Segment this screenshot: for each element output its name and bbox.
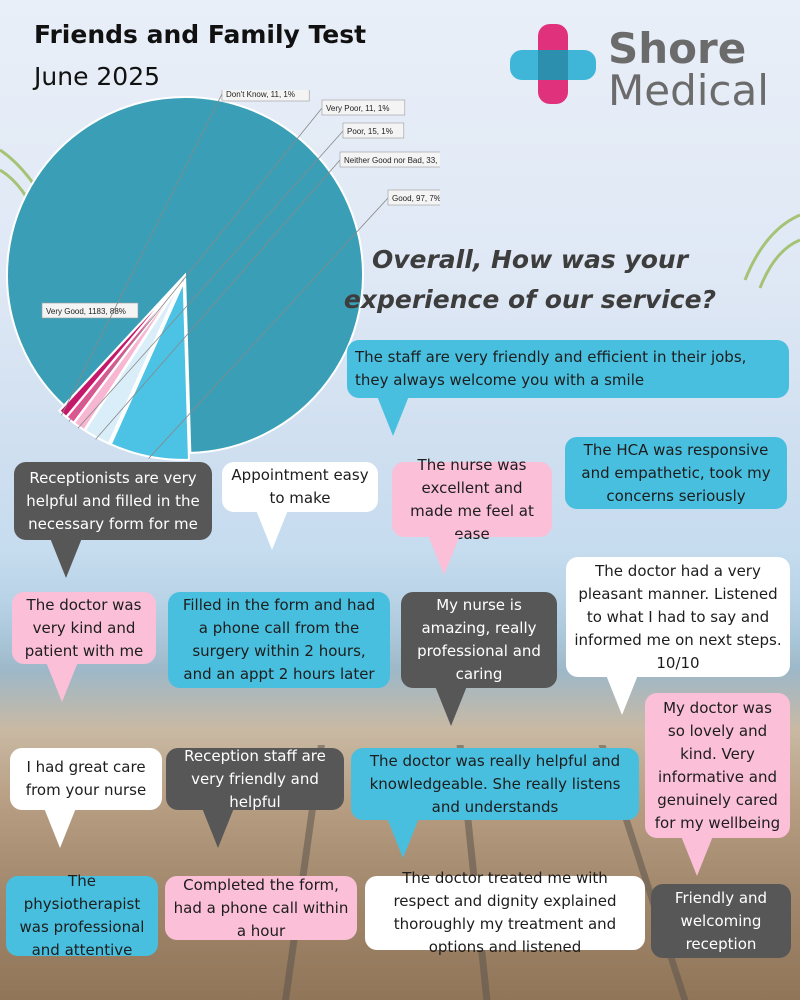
comment-bubble: Reception staff are very friendly and he… [166,747,344,848]
comment-text: Completed the form, had a phone call wit… [173,875,349,940]
comment-text: The nurse was excellent and made me feel… [410,455,534,543]
leader-line [61,93,223,416]
comment-bubble: The physiotherapist was professional and… [6,872,158,959]
comment-bubble: The doctor had a very pleasant manner. L… [566,557,790,715]
leader-line [95,159,341,440]
pie-data-label: Poor, 15, 1% [342,122,405,139]
pie-slice [6,96,364,454]
pie-data-label: Very Poor, 11, 1% [321,99,406,116]
comment-bubble: The staff are very friendly and efficien… [347,340,789,436]
pie-chart: Very Good, 1183, 88% Good, 97, 7% Neither … [6,90,440,461]
pie-data-label: Don't Know, 11, 1% [221,90,310,102]
page-title: Friends and Family Test [34,20,367,49]
svg-text:Poor, 15, 1%: Poor, 15, 1% [347,127,393,136]
comment-text: The doctor had a very pleasant manner. L… [574,561,782,672]
comment-text: Filled in the form and had a phone call … [182,596,376,683]
survey-question-line: experience of our service? [343,285,717,314]
logo-text-shore: Shore [608,24,747,73]
pie-slice [57,279,182,419]
comment-text: Appointment easy to make [231,466,369,507]
comment-text: Reception staff are very friendly and he… [184,746,326,811]
comment-bubble: Receptionists are very helpful and fille… [14,462,212,578]
comment-text: The doctor treated me with respect and d… [393,869,617,956]
shore-medical-logo: Shore Medical [510,22,790,112]
comment-bubble: The HCA was responsive and empathetic, t… [565,437,787,509]
svg-text:Don't Know, 11, 1%: Don't Know, 11, 1% [226,90,295,99]
pie-slice [109,281,191,461]
comment-bubble: Appointment easy to make [222,462,378,550]
page-subtitle: June 2025 [34,62,161,91]
svg-text:Neither Good nor Bad, 33, 2%: Neither Good nor Bad, 33, 2% [344,156,440,165]
comment-bubble: The nurse was excellent and made me feel… [392,456,552,575]
survey-question: Overall, How was your experience of our … [340,240,720,320]
pie-data-label: Good, 97, 7% [387,189,440,206]
logo-text-medical: Medical [608,66,769,115]
comment-text: The physiotherapist was professional and… [19,872,145,959]
leader-line [148,197,389,459]
comment-text: The doctor was really helpful and knowle… [369,751,621,816]
medical-cross-icon [510,24,596,104]
svg-text:Very Poor, 11, 1%: Very Poor, 11, 1% [326,104,389,113]
comment-bubble: The doctor treated me with respect and d… [365,869,645,956]
comment-text: Receptionists are very helpful and fille… [26,468,200,533]
svg-text:Good, 97, 7%: Good, 97, 7% [392,194,440,203]
palm-frond-right [743,213,800,289]
leader-line [77,130,344,429]
comment-text: The staff are very friendly and efficien… [355,348,747,389]
comment-bubble: Completed the form, had a phone call wit… [165,876,357,940]
comment-bubble: My nurse is amazing, really professional… [401,592,557,726]
comment-bubble: I had great care from your nurse [10,748,162,848]
survey-question-line: Overall, How was your [371,245,689,274]
comment-text: I had great care from your nurse [25,758,147,799]
pie-data-label: Neither Good nor Bad, 33, 2% [339,151,440,168]
comment-text: My nurse is amazing, really professional… [417,596,541,683]
svg-text:Very Good, 1183, 88%: Very Good, 1183, 88% [46,307,126,316]
comment-text: The HCA was responsive and empathetic, t… [581,440,771,505]
leader-line [68,107,323,422]
comment-text: My doctor was so lovely and kind. Very i… [654,698,781,832]
pie-data-label: Very Good, 1183, 88% [41,302,139,319]
comment-bubble: My doctor was so lovely and kind. Very i… [645,693,790,876]
comment-bubble: Friendly and welcoming reception [651,884,791,958]
comment-bubble: The doctor was very kind and patient wit… [12,592,156,702]
comment-text: Friendly and welcoming reception [674,888,768,953]
comment-bubble: The doctor was really helpful and knowle… [351,748,639,858]
comment-text: The doctor was very kind and patient wit… [24,595,144,660]
comment-bubble: Filled in the form and had a phone call … [168,592,390,688]
